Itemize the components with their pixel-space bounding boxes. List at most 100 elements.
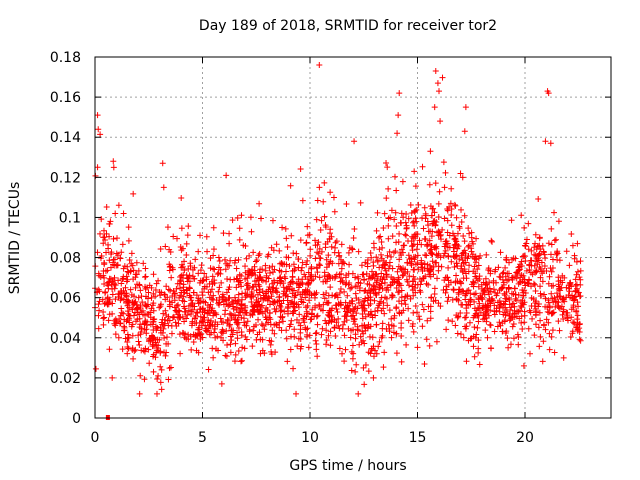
data-point — [246, 252, 253, 259]
data-point — [95, 301, 102, 308]
data-point — [147, 321, 154, 328]
data-point — [106, 278, 113, 285]
data-point — [444, 298, 451, 305]
data-point — [502, 273, 509, 280]
data-point — [447, 200, 454, 207]
data-point — [535, 324, 542, 331]
data-point — [289, 273, 296, 280]
data-point — [548, 268, 555, 275]
data-point — [442, 169, 449, 176]
data-point — [437, 254, 444, 261]
data-point — [405, 317, 412, 324]
data-point — [197, 297, 204, 304]
data-point — [242, 243, 249, 250]
x-tick-label: 5 — [198, 430, 207, 446]
data-point — [304, 280, 311, 287]
data-point — [378, 294, 385, 301]
data-point — [574, 324, 581, 331]
data-point — [433, 251, 440, 258]
data-point — [419, 301, 426, 308]
data-point — [525, 220, 532, 227]
data-point — [132, 318, 139, 325]
data-point — [329, 260, 336, 267]
data-point — [318, 217, 325, 224]
data-point — [264, 295, 271, 302]
data-point — [296, 311, 303, 318]
data-point — [135, 338, 142, 345]
data-point — [461, 247, 468, 254]
chart-title: Day 189 of 2018, SRMTID for receiver tor… — [199, 18, 497, 34]
data-point — [474, 266, 481, 273]
data-point — [217, 315, 224, 322]
data-point — [392, 209, 399, 216]
data-point — [178, 225, 185, 232]
data-point — [302, 294, 309, 301]
data-point — [221, 256, 228, 263]
data-point — [360, 298, 367, 305]
data-point — [253, 336, 260, 343]
data-point — [94, 164, 101, 171]
data-point — [446, 203, 453, 210]
data-point — [471, 312, 478, 319]
data-point — [528, 247, 535, 254]
data-point — [329, 274, 336, 281]
data-point — [276, 324, 283, 331]
data-point — [185, 265, 192, 272]
data-point — [502, 312, 509, 319]
data-point — [370, 353, 377, 360]
data-point — [114, 235, 121, 242]
data-point — [262, 262, 269, 269]
data-point — [367, 249, 374, 256]
data-point — [408, 262, 415, 269]
data-point — [244, 280, 251, 287]
data-point — [456, 225, 463, 232]
data-point — [491, 311, 498, 318]
data-point — [278, 268, 285, 275]
data-point — [351, 315, 358, 322]
data-point — [393, 187, 400, 194]
data-point — [207, 317, 214, 324]
data-point — [248, 272, 255, 279]
data-point — [361, 340, 368, 347]
data-point — [109, 300, 116, 307]
data-point — [256, 283, 263, 290]
data-point — [468, 335, 475, 342]
data-point — [381, 210, 388, 217]
data-point — [101, 259, 108, 266]
data-point — [222, 307, 229, 314]
data-point — [532, 240, 539, 247]
data-point — [227, 257, 234, 264]
data-point — [254, 291, 261, 298]
data-point — [372, 347, 379, 354]
data-point — [459, 174, 466, 181]
data-point — [321, 213, 328, 220]
data-point — [379, 262, 386, 269]
data-point — [262, 321, 269, 328]
data-point — [210, 292, 217, 299]
data-point — [290, 301, 297, 308]
data-point — [568, 306, 575, 313]
data-point — [270, 284, 277, 291]
data-point — [313, 313, 320, 320]
data-point — [525, 276, 532, 283]
data-point — [150, 368, 157, 375]
data-point — [250, 293, 257, 300]
data-point — [502, 330, 509, 337]
data-point — [339, 325, 346, 332]
data-point — [411, 208, 418, 215]
data-point — [97, 230, 104, 237]
data-point — [473, 235, 480, 242]
data-point — [100, 315, 107, 322]
data-point — [352, 283, 359, 290]
data-point — [255, 252, 262, 259]
data-point — [281, 288, 288, 295]
data-point — [229, 217, 236, 224]
data-point — [374, 304, 381, 311]
data-point — [419, 323, 426, 330]
data-point — [204, 319, 211, 326]
data-point — [225, 303, 232, 310]
data-point — [331, 324, 338, 331]
data-point — [152, 339, 159, 346]
data-point — [479, 305, 486, 312]
data-point — [279, 224, 286, 231]
